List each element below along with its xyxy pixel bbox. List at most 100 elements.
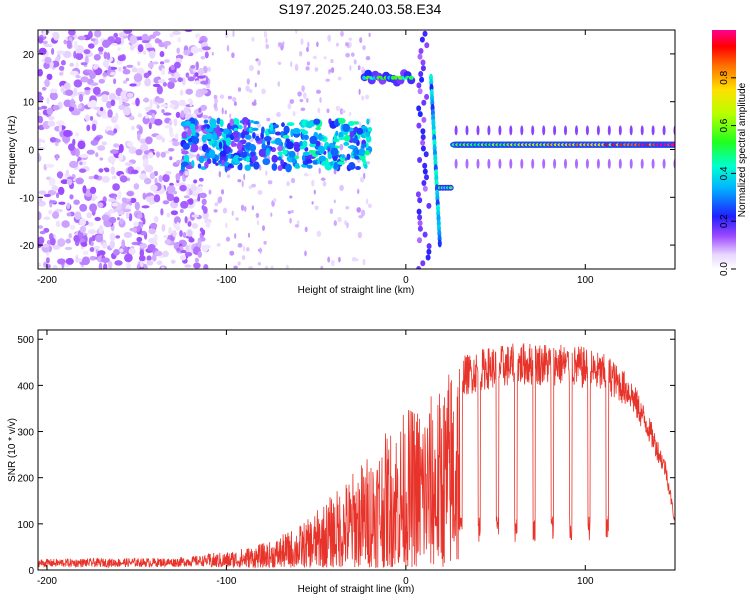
echo-blob (241, 117, 249, 126)
noise-blob (153, 233, 158, 242)
echo-blob (223, 128, 230, 135)
noise-blob (48, 209, 53, 215)
y-tick-label: 20 (23, 50, 35, 61)
noise-blob (122, 68, 131, 75)
noise-blob (166, 185, 176, 193)
streak-blob (417, 111, 423, 118)
noise-blob (144, 78, 151, 87)
streak-blob (418, 71, 424, 77)
noise-blob (305, 66, 310, 71)
noise-blob (163, 234, 169, 239)
noise-blob (179, 184, 187, 192)
carrier-sidelobe (629, 158, 633, 169)
noise-blob (241, 255, 246, 260)
noise-blob (52, 211, 60, 219)
noise-blob (257, 190, 263, 195)
noise-blob (67, 176, 74, 180)
echo-blob (361, 143, 367, 148)
echo-blob (337, 161, 345, 165)
noise-blob (349, 111, 352, 117)
noise-blob (339, 184, 344, 192)
echo-blob (285, 141, 294, 150)
noise-blob (121, 197, 127, 203)
y-tick-label: -10 (20, 193, 35, 204)
noise-blob (185, 244, 190, 253)
noise-blob (41, 244, 50, 248)
colorbar-label: Normalized spectral amplitude (737, 82, 748, 217)
noise-blob (79, 168, 87, 173)
echo-blob (233, 127, 239, 132)
echo-blob (212, 132, 218, 141)
noise-blob (116, 217, 121, 221)
echo-blob (303, 134, 309, 141)
noise-blob (101, 214, 110, 222)
carrier-sidelobe (607, 125, 611, 136)
noise-blob (183, 195, 190, 199)
noise-blob (346, 222, 349, 229)
carrier-sidelobe (564, 125, 567, 136)
noise-blob (38, 153, 41, 162)
echo-blob (240, 139, 247, 145)
noise-blob (63, 39, 68, 45)
noise-blob (128, 213, 133, 222)
noise-blob (365, 94, 370, 100)
noise-blob (129, 35, 137, 44)
noise-blob (300, 38, 304, 46)
noise-blob (156, 104, 160, 109)
noise-blob (234, 233, 237, 239)
noise-blob (187, 204, 194, 209)
noise-blob (190, 46, 199, 54)
carrier-sidelobe (564, 158, 567, 169)
noise-blob (312, 55, 318, 60)
noise-blob (214, 98, 219, 104)
noise-blob (314, 67, 319, 72)
noise-blob (38, 236, 45, 245)
noise-blob (89, 186, 97, 194)
y-tick-label: 500 (17, 335, 34, 346)
echo-blob (332, 156, 338, 162)
noise-blob (135, 148, 143, 156)
noise-blob (319, 142, 324, 147)
noise-blob (103, 51, 108, 60)
noise-blob (63, 83, 70, 89)
noise-blob (113, 248, 120, 256)
noise-blob (46, 73, 53, 81)
x-tick-label: -200 (37, 275, 57, 286)
noise-blob (197, 195, 201, 202)
noise-blob (186, 187, 190, 196)
echo-blob (251, 154, 257, 163)
y-tick-label: 10 (23, 98, 35, 109)
noise-blob (109, 240, 116, 249)
noise-blob (179, 89, 184, 96)
noise-blob (147, 243, 156, 251)
echo-blob (306, 121, 313, 129)
noise-blob (303, 173, 309, 177)
noise-blob (190, 185, 197, 192)
noise-blob (337, 76, 342, 81)
noise-blob (184, 251, 193, 257)
noise-blob (306, 46, 309, 52)
noise-blob (204, 51, 209, 59)
noise-blob (158, 175, 163, 183)
noise-blob (173, 118, 178, 127)
noise-blob (202, 114, 209, 119)
streak-blob (422, 162, 428, 169)
echo-blob (250, 151, 256, 157)
streak-blob (417, 197, 423, 204)
noise-blob (146, 260, 154, 266)
streak-blob (426, 243, 432, 250)
noise-blob (73, 87, 78, 97)
echo-blob (249, 119, 255, 124)
noise-blob (173, 61, 181, 69)
noise-blob (52, 264, 58, 269)
noise-blob (345, 205, 350, 210)
noise-blob (82, 185, 87, 194)
noise-blob (292, 110, 296, 117)
noise-blob (91, 197, 96, 202)
noise-blob (63, 99, 72, 108)
noise-blob (335, 105, 341, 111)
echo-blob (232, 154, 241, 164)
noise-blob (98, 51, 103, 55)
noise-blob (57, 186, 65, 196)
noise-blob (156, 260, 163, 266)
